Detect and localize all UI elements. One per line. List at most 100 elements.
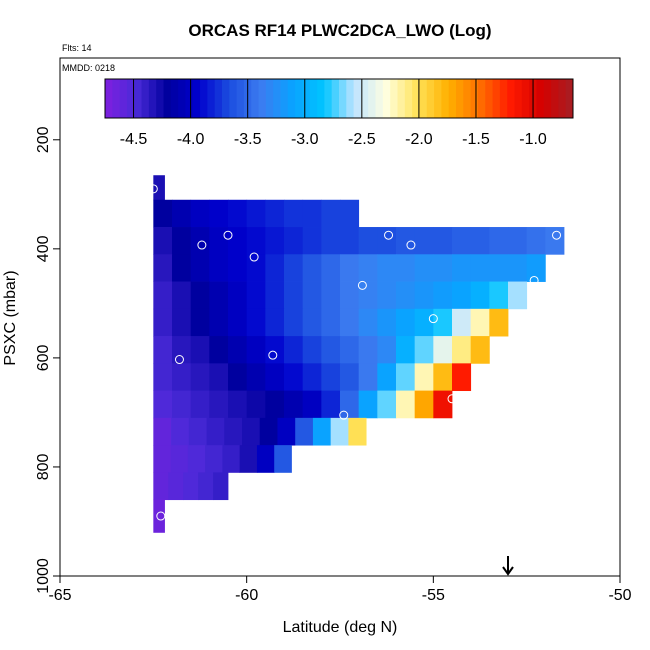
colorbar-segment <box>207 79 216 118</box>
colorbar-segment <box>368 79 377 118</box>
colorbar-segment <box>148 79 157 118</box>
y-tick-label: 1000 <box>35 558 52 594</box>
heatmap-cell <box>414 227 434 255</box>
colorbar-tick-label: -1.0 <box>519 131 547 148</box>
colorbar-segment <box>178 79 186 118</box>
heatmap-cell <box>172 363 192 392</box>
heatmap-cell <box>222 445 241 473</box>
colorbar-segment <box>404 79 413 118</box>
heatmap-cell <box>246 390 266 419</box>
heatmap-cell <box>277 417 296 446</box>
heatmap-cell <box>153 336 173 364</box>
heatmap-cell <box>284 227 304 255</box>
sample-point <box>339 410 349 420</box>
heatmap-cell <box>377 363 397 392</box>
heatmap-cell <box>470 254 490 282</box>
colorbar-tick-label: -3.0 <box>291 131 319 148</box>
heatmap-cell <box>246 254 266 282</box>
heatmap-cell <box>274 445 292 473</box>
heatmap-cell <box>526 254 546 282</box>
heatmap-cell <box>172 254 192 282</box>
heatmap-cell <box>242 417 261 446</box>
heatmap-cell <box>190 281 210 310</box>
heatmap-cell <box>470 308 490 337</box>
heatmap-cell <box>396 336 416 364</box>
heatmap-cell <box>246 199 266 228</box>
heatmap-cell <box>396 254 416 282</box>
heatmap-cell <box>433 227 453 255</box>
colorbar-tick-label: -2.0 <box>405 131 433 148</box>
heatmap-cell <box>414 308 434 337</box>
heatmap-cell <box>265 308 285 337</box>
heatmap-cell <box>153 472 169 501</box>
y-tick-label: 600 <box>35 344 52 371</box>
heatmap-cell <box>213 472 229 501</box>
heatmap-cell <box>265 336 285 364</box>
heatmap-cell <box>209 281 229 310</box>
heatmap-cell <box>187 445 206 473</box>
heatmap-cell <box>153 499 165 533</box>
heatmap-cell <box>284 281 304 310</box>
heatmap-cell <box>452 281 472 310</box>
heatmap-cell <box>396 281 416 310</box>
heatmap-cell <box>321 254 341 282</box>
heatmap-cell <box>190 390 210 419</box>
colorbar-segment <box>126 79 135 118</box>
colorbar-segment <box>463 79 472 118</box>
heatmap-cell <box>172 227 192 255</box>
heatmap-cell <box>377 281 397 310</box>
heatmap-cell <box>265 227 285 255</box>
heatmap-cell <box>153 254 173 282</box>
heatmap-cell <box>228 254 248 282</box>
colorbar-segment <box>514 79 523 118</box>
heatmap-cell <box>452 308 472 337</box>
colorbar-segment <box>390 79 398 118</box>
heatmap-cell <box>377 336 397 364</box>
colorbar-segment <box>258 79 267 118</box>
heatmap-cell <box>302 336 322 364</box>
colorbar-segment <box>441 79 450 118</box>
heatmap-cell <box>377 308 397 337</box>
colorbar-segment <box>317 79 325 118</box>
heatmap-cell <box>239 445 258 473</box>
x-tick-label: -65 <box>48 587 71 604</box>
colorbar-segment <box>331 79 340 118</box>
heatmap-cell <box>433 281 453 310</box>
sample-point <box>249 252 259 262</box>
heatmap-cell <box>348 417 367 446</box>
heatmap-cell <box>340 390 360 419</box>
heatmap-cell <box>302 254 322 282</box>
colorbar-segment <box>536 79 545 118</box>
heatmap-cell <box>414 281 434 310</box>
heatmap-cell <box>396 227 416 255</box>
x-tick-label: -60 <box>235 587 258 604</box>
heatmap-cell <box>452 336 472 364</box>
sample-point <box>552 230 562 240</box>
heatmap-cell <box>206 417 225 446</box>
heatmap-cell <box>228 308 248 337</box>
colorbar-segment <box>309 79 318 118</box>
heatmap-cell <box>256 445 275 473</box>
heatmap-cell <box>526 227 546 255</box>
colorbar-segment <box>280 79 289 118</box>
heatmap-cell <box>358 363 378 392</box>
sample-point <box>268 350 278 360</box>
heatmap-cell <box>470 336 490 364</box>
heatmap-cell <box>396 308 416 337</box>
heatmap-cell <box>452 363 472 392</box>
heatmap-cell <box>470 281 490 310</box>
heatmap-cell <box>246 336 266 364</box>
colorbar-segment <box>295 79 303 118</box>
data-points <box>148 184 562 521</box>
colorbar: -4.5 -4.0 -3.5 -3.0 -2.5 -2.0 -1.5 -1.0 <box>104 78 574 148</box>
heatmap-cell <box>489 308 509 337</box>
colorbar-segment <box>134 79 143 118</box>
heatmap-cell <box>190 308 210 337</box>
heatmap-cell <box>168 472 184 501</box>
colorbar-segment <box>346 79 355 118</box>
colorbar-segment <box>521 79 530 118</box>
heatmap-cell <box>284 363 304 392</box>
heatmap-cell <box>508 281 528 310</box>
heatmap-cell <box>172 281 192 310</box>
